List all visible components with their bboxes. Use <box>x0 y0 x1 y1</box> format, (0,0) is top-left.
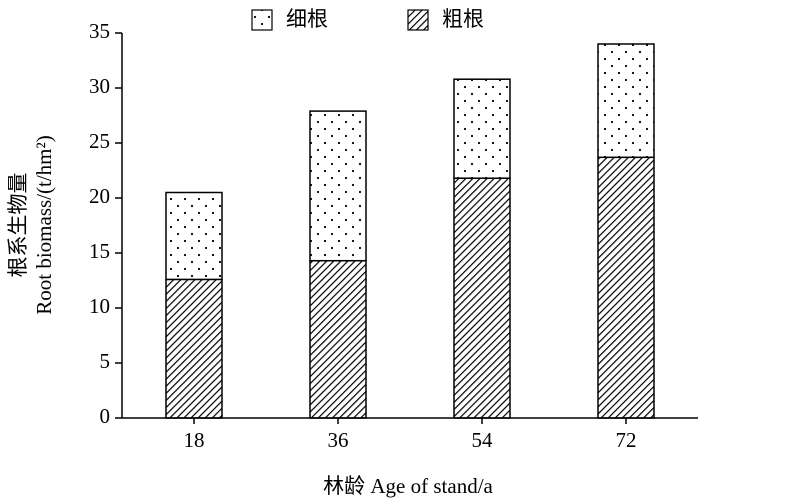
bar-segment <box>165 191 223 281</box>
legend-swatch <box>407 9 429 31</box>
y-tick-label: 30 <box>89 74 110 98</box>
x-axis-title: 林龄 Age of stand/a <box>323 474 493 498</box>
bar-segment <box>165 278 223 419</box>
legend-label: 粗根 <box>442 7 484 31</box>
bar-segment <box>309 259 367 419</box>
bar-segment <box>453 177 511 419</box>
legend-swatch <box>251 9 273 31</box>
y-tick-label: 0 <box>100 404 111 428</box>
legend-label: 细根 <box>286 7 328 31</box>
y-tick-label: 15 <box>89 239 110 263</box>
x-tick-label: 36 <box>328 428 349 452</box>
y-tick-label: 20 <box>89 184 110 208</box>
y-axis-title: 根系生物量 <box>6 173 30 278</box>
y-tick-label: 10 <box>89 294 110 318</box>
y-tick-label: 5 <box>100 349 111 373</box>
y-tick-label: 35 <box>89 19 110 43</box>
y-tick-label: 25 <box>89 129 110 153</box>
bar-segment <box>453 78 511 179</box>
bar-segment <box>597 43 655 159</box>
x-tick-label: 54 <box>472 428 494 452</box>
x-tick-label: 18 <box>184 428 205 452</box>
bar-segment <box>597 156 655 419</box>
bar-segment <box>309 110 367 262</box>
x-tick-label: 72 <box>616 428 637 452</box>
y-axis-title: Root biomass/(t/hm²) <box>32 135 56 315</box>
